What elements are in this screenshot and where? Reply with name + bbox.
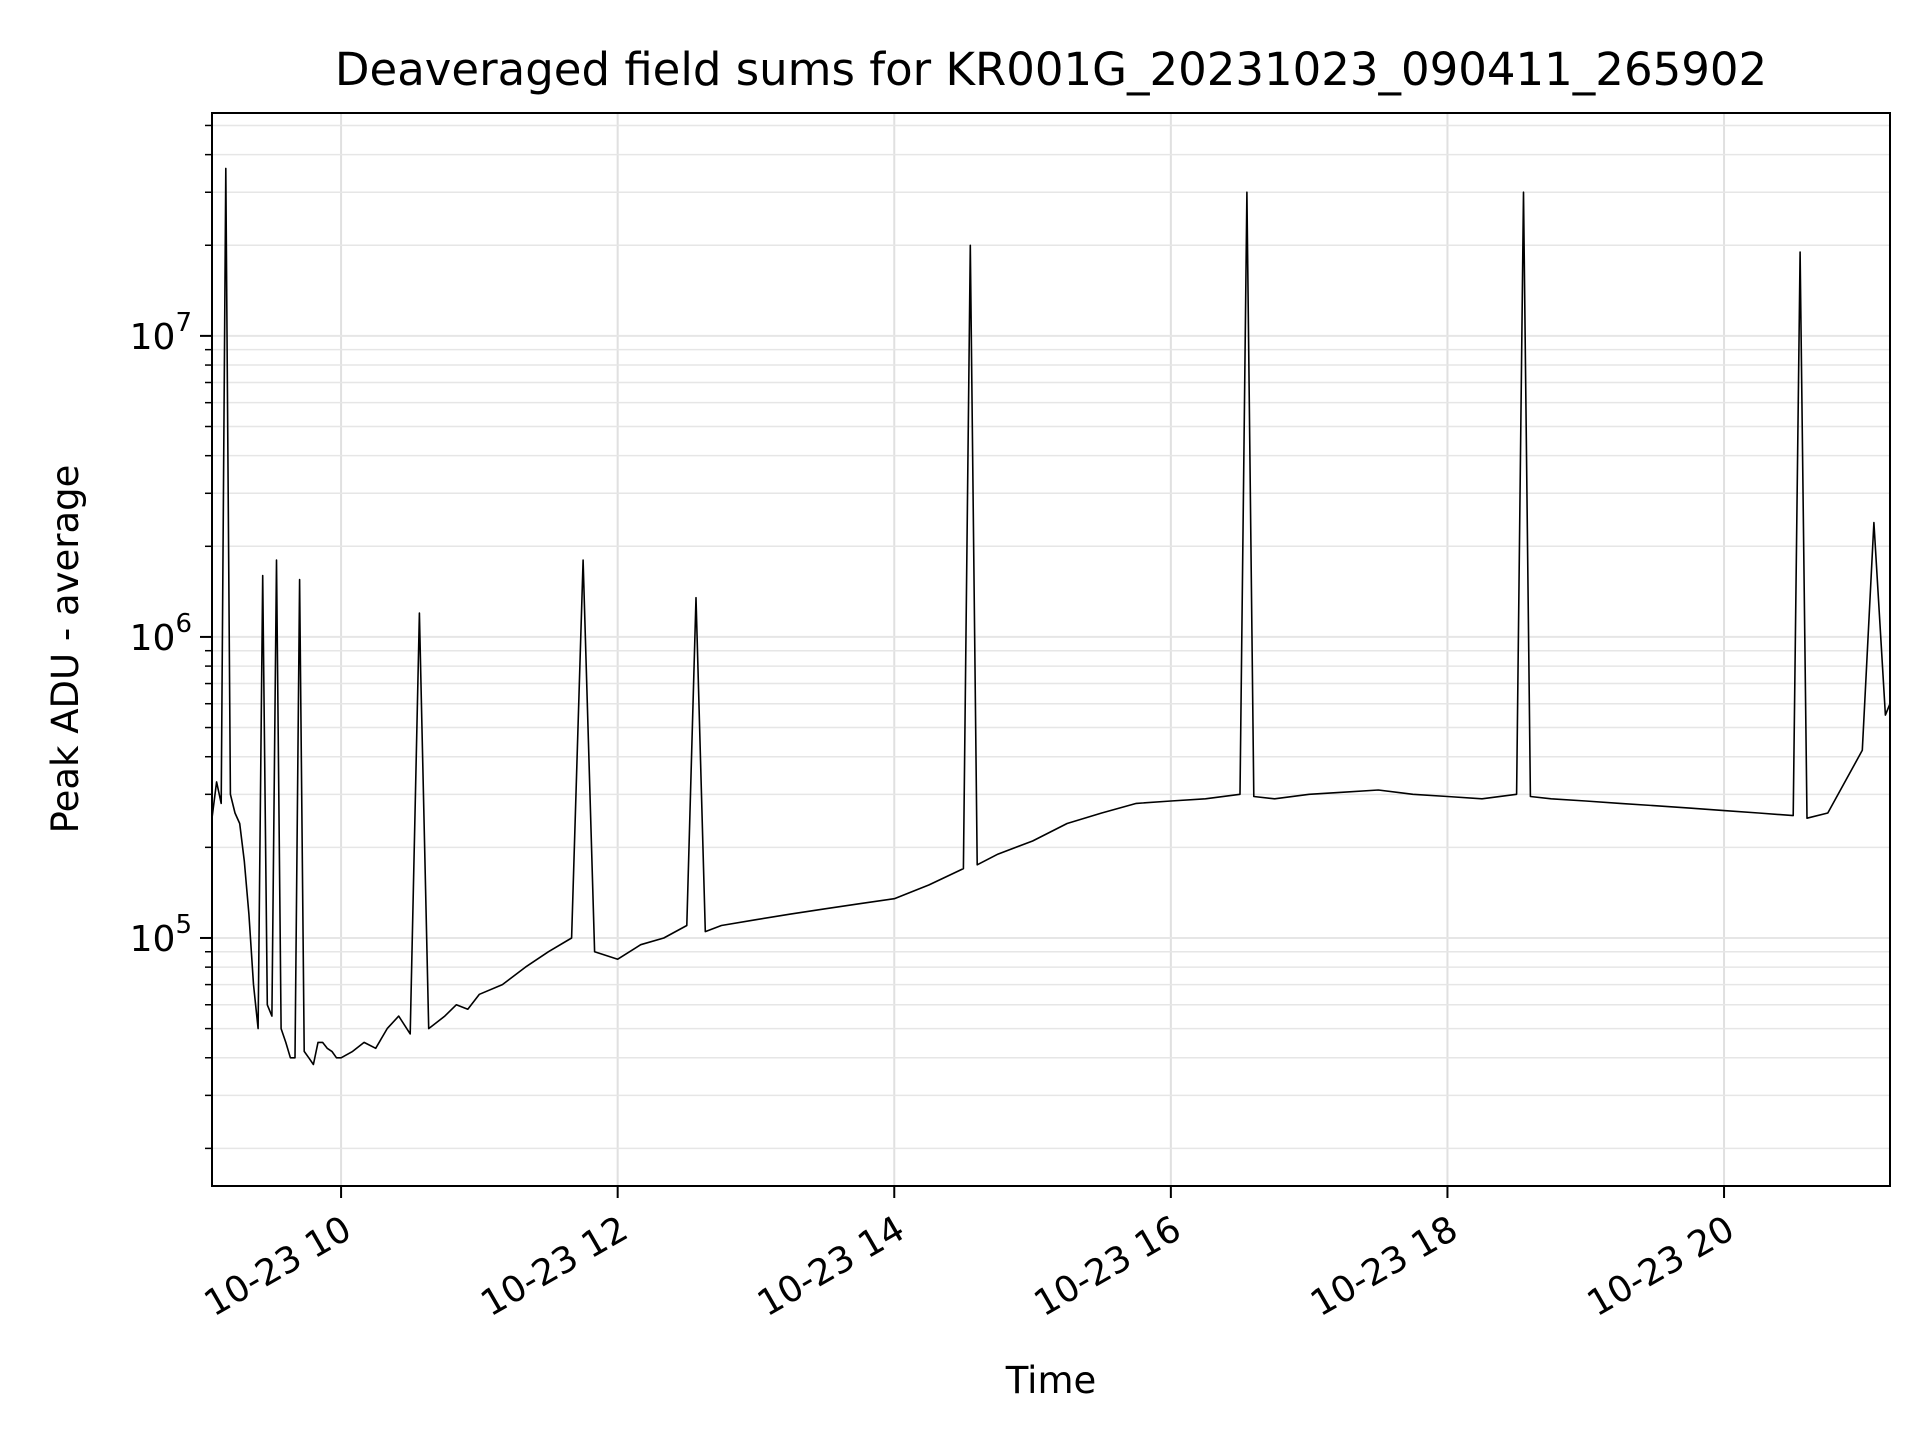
y-tick-exponent: 5: [175, 910, 192, 940]
series-line: [211, 167, 1891, 1066]
y-tick-base: 10: [130, 919, 176, 960]
y-tick-base: 10: [130, 618, 176, 659]
y-axis-label: Peak ADU - average: [44, 465, 87, 834]
y-tick-exponent: 6: [175, 609, 192, 639]
y-tick-label: 107: [130, 308, 192, 358]
series-layer: [211, 167, 1891, 1066]
chart-title: Deaveraged field sums for KR001G_2023102…: [335, 43, 1767, 96]
plot-frame: [211, 112, 1891, 1187]
x-axis-label: Time: [1005, 1359, 1097, 1402]
y-tick-label: 106: [130, 609, 192, 659]
y-tick-base: 10: [130, 317, 176, 358]
y-tick-exponent: 7: [175, 308, 192, 338]
grid: [212, 113, 1890, 1186]
y-tick-label: 105: [130, 910, 192, 960]
